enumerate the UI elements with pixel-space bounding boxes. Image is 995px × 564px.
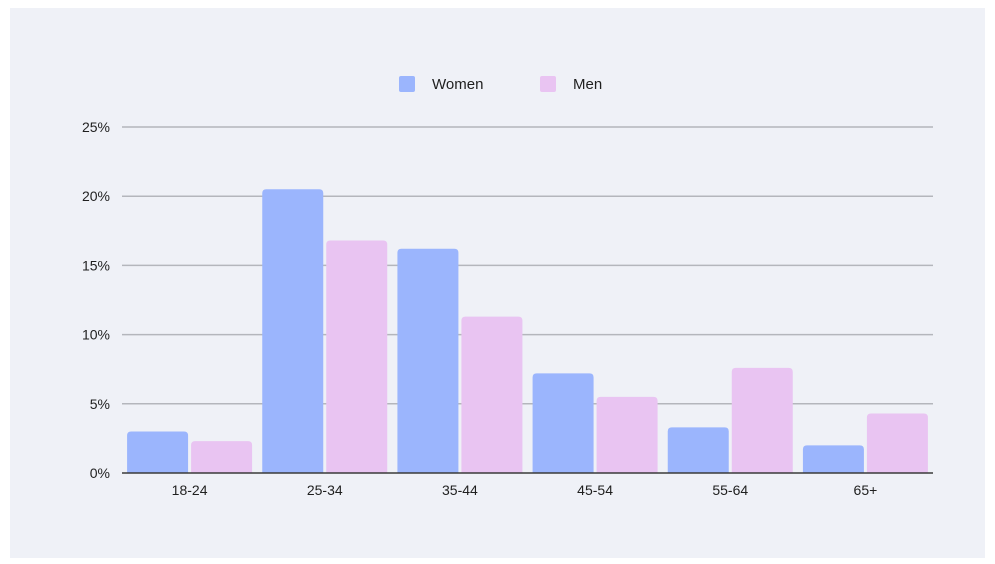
x-tick-label: 55-64: [712, 482, 748, 498]
bar-women-18-24: [127, 431, 189, 473]
y-tick-label: 25%: [82, 119, 110, 135]
legend-swatch-men: [540, 76, 556, 92]
bar-men-25-34: [326, 240, 388, 473]
legend: Women Men: [399, 76, 602, 93]
bar-women-45-54: [532, 373, 594, 473]
x-tick-label: 65+: [854, 482, 878, 498]
gridlines: [122, 126, 933, 405]
bar-men-45-54: [596, 396, 658, 473]
bars: [127, 189, 928, 473]
x-tick-label: 45-54: [577, 482, 613, 498]
y-tick-label: 10%: [82, 327, 110, 343]
legend-swatch-women: [399, 76, 415, 92]
bar-men-18-24: [191, 441, 253, 473]
bar-women-65+: [802, 445, 864, 473]
x-tick-label: 35-44: [442, 482, 478, 498]
bar-men-65+: [866, 413, 928, 473]
y-tick-label: 15%: [82, 257, 110, 273]
x-tick-label: 18-24: [172, 482, 208, 498]
legend-label-women: Women: [432, 76, 483, 93]
bar-women-35-44: [397, 248, 459, 473]
y-axis-ticks: 0% 5% 10% 15% 20% 25%: [82, 119, 110, 481]
bar-women-25-34: [262, 189, 324, 473]
y-tick-label: 5%: [90, 396, 110, 412]
bar-men-35-44: [461, 316, 523, 473]
x-axis-ticks: 18-24 25-34 35-44 45-54 55-64 65+: [172, 482, 878, 498]
x-tick-label: 25-34: [307, 482, 343, 498]
y-tick-label: 0%: [90, 465, 110, 481]
bar-men-55-64: [731, 367, 793, 473]
legend-label-men: Men: [573, 76, 602, 93]
bar-women-55-64: [667, 427, 729, 473]
y-tick-label: 20%: [82, 188, 110, 204]
